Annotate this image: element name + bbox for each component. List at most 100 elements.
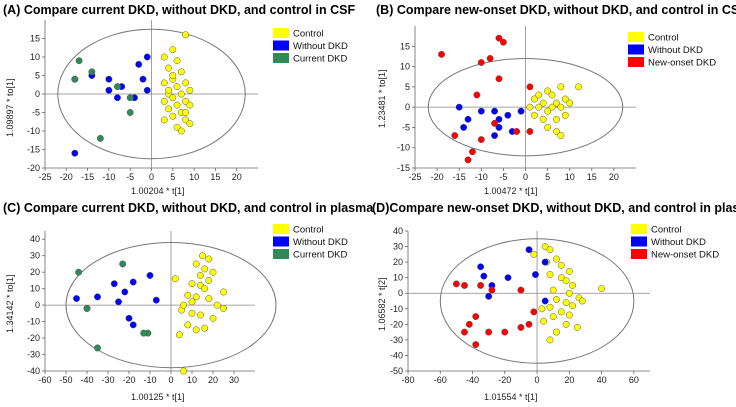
panel-c-ytick-label: -40 — [27, 366, 40, 376]
panel-b-ytick-label: -15 — [397, 163, 410, 173]
panel-b-point-control — [539, 99, 547, 107]
panel-d-xtick-label: 40 — [597, 375, 607, 385]
panel-d-point-without-dkd — [480, 272, 488, 280]
panel-d-point-control — [549, 286, 557, 294]
panel-a-point-control — [173, 83, 181, 91]
panel-b-point-control — [557, 103, 565, 111]
panel-a-legend-label-current-dkd: Current DKD — [293, 54, 348, 65]
panel-b-point-new-onset-dkd — [438, 50, 445, 58]
panel-d-point-new-onset-dkd — [525, 320, 533, 328]
panel-b-xtick-label: -20 — [431, 172, 444, 182]
panel-d-point-new-onset-dkd — [461, 328, 468, 336]
panel-a-point-without-dkd — [105, 75, 113, 83]
panel-c-xtick-label: 30 — [229, 375, 239, 385]
panel-a-point-without-dkd — [139, 75, 147, 83]
panel-d-point-control — [538, 305, 546, 313]
panel-a-xtick-label: -25 — [38, 172, 51, 182]
panel-c-point-control — [196, 311, 204, 319]
panel-d-point-new-onset-dkd — [517, 323, 525, 331]
panel-d-ytick-label: 20 — [393, 257, 403, 267]
panel-d-xtick-label: -20 — [498, 375, 511, 385]
panel-d-xtick-label: -40 — [466, 375, 479, 385]
panel-b-title: (B) Compare new-onset DKD, without DKD, … — [376, 3, 736, 17]
panel-b-point-control — [557, 83, 565, 91]
panel-b-point-without-dkd — [491, 107, 499, 115]
panel-a-ytick-label: -5 — [32, 108, 40, 118]
panel-a-xtick-label: -20 — [60, 172, 73, 182]
panel-c-point-control — [205, 255, 213, 263]
panel-d-point-control — [546, 246, 554, 254]
panel-a-point-control — [165, 105, 172, 113]
panel-c-xtick-label: -50 — [59, 375, 72, 385]
panel-c-point-control — [201, 324, 209, 332]
panel-b-ylabel: 1.23481 * to[1] — [377, 69, 387, 128]
panel-b-point-control — [552, 99, 560, 107]
panel-d-point-new-onset-dkd — [501, 328, 509, 336]
panel-c-point-without-dkd — [115, 298, 122, 306]
panel-a-title: (A) Compare current DKD, without DKD, an… — [3, 3, 355, 17]
panel-c-point-control — [188, 280, 196, 288]
panel-d-ytick-label: -10 — [390, 304, 403, 314]
panel-a-point-without-dkd — [113, 94, 121, 102]
panel-a-point-without-dkd — [143, 53, 151, 61]
panel-b-point-control — [557, 132, 565, 139]
panel-a-point-control — [186, 120, 194, 128]
panel-a-point-control — [160, 79, 168, 87]
panel-a-point-control — [182, 79, 190, 87]
panel-a-point-without-dkd — [105, 86, 113, 94]
panel-d-legend-label-new-onset-dkd: New-onset DKD — [651, 250, 719, 261]
panel-c-legend-swatch-control — [273, 224, 289, 234]
panel-b-legend-swatch-new-onset-dkd — [628, 57, 644, 67]
panel-a-point-control — [160, 97, 168, 105]
panel-b-point-control — [535, 91, 543, 99]
panel-b-point-control — [552, 115, 560, 123]
panel-b-xtick-label: -15 — [453, 172, 466, 182]
panel-d-point-control — [562, 320, 570, 328]
panel-b-point-control — [575, 83, 582, 91]
panel-c-point-control — [199, 252, 206, 260]
panel-b-point-control — [530, 111, 538, 119]
panel-a-point-control — [186, 101, 194, 109]
panel-d-ytick-label: -50 — [390, 366, 403, 376]
panel-d-point-new-onset-dkd — [488, 286, 496, 294]
panel-b-ytick-label: 10 — [400, 62, 410, 72]
panel-c-point-control — [184, 321, 192, 329]
panel-c-xtick-label: -40 — [80, 375, 93, 385]
panel-c-point-control — [188, 298, 196, 306]
panel-a-point-current-dkd — [126, 94, 134, 102]
panel-d-xtick-label: -80 — [401, 375, 414, 385]
panel-d-point-control — [598, 285, 606, 293]
panel-d-ytick-label: -40 — [390, 350, 403, 360]
panel-a-point-current-dkd — [88, 68, 96, 76]
panel-a-point-without-dkd — [143, 86, 151, 94]
panel-d-point-control — [552, 328, 560, 336]
panel-c-point-control — [175, 331, 183, 339]
panel-b-point-new-onset-dkd — [477, 136, 485, 144]
panel-a-point-control — [177, 68, 185, 76]
panel-c-point-current-dkd — [83, 304, 91, 312]
panel-a-xtick-label: -15 — [81, 172, 94, 182]
panel-d-point-control — [578, 297, 586, 305]
panel-b-xtick-label: 15 — [587, 172, 597, 182]
panel-d-point-without-dkd — [525, 246, 533, 254]
panel-b-xtick-label: 20 — [609, 172, 619, 182]
panel-b-ytick-label: 0 — [405, 102, 410, 112]
panel-d-point-control — [557, 308, 565, 316]
panel-d-point-without-dkd — [485, 292, 493, 300]
panel-a-ytick-label: -10 — [27, 126, 40, 136]
panel-b-point-new-onset-dkd — [451, 132, 459, 139]
panel-d-point-control — [562, 299, 570, 307]
panel-d-point-control — [569, 281, 577, 289]
panel-b-point-new-onset-dkd — [495, 75, 503, 83]
panel-d-point-control — [552, 255, 560, 263]
panel-c-ytick-label: 30 — [30, 251, 40, 261]
panel-b-xlabel: 1.00472 * t[1] — [484, 186, 538, 196]
panel-c-xtick-label: -10 — [143, 375, 156, 385]
panel-a-point-current-dkd — [71, 75, 79, 83]
panel-d-point-without-dkd — [541, 297, 549, 305]
panel-d-legend-label-without-dkd: Without DKD — [651, 237, 706, 248]
panel-c-ytick-label: -10 — [27, 317, 40, 327]
panel-d-xlabel: 1.01554 * t[1] — [484, 392, 538, 402]
panel-b-point-new-onset-dkd — [495, 34, 503, 42]
